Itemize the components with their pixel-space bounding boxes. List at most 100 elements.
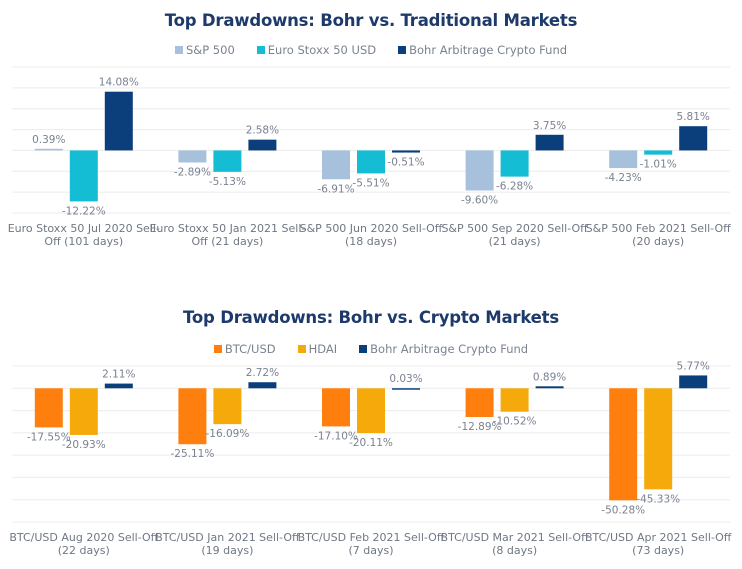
chart-legend: BTC/USD HDAI Bohr Arbitrage Crypto Fund (0, 342, 742, 356)
bar (609, 388, 638, 501)
bar (248, 382, 277, 389)
bar (535, 386, 564, 389)
chart-plot: 0.39% -12.22% 14.08% Euro Stoxx 50 Jul 2020… (8, 66, 731, 248)
bar (322, 150, 350, 180)
bar (213, 388, 242, 425)
bar (178, 150, 207, 163)
bar (34, 148, 63, 151)
bar (69, 150, 98, 202)
legend-swatch (256, 46, 265, 54)
bar (500, 388, 529, 412)
data-label: 5.77% (677, 360, 710, 372)
bar (679, 126, 708, 151)
chart-traditional: Top Drawdowns: Bohr vs. Traditional Mark… (0, 11, 742, 248)
category-label: BTC/USD Aug 2020 Sell-Off (9, 531, 158, 544)
data-label: -4.23% (605, 172, 642, 184)
data-label: -50.28% (601, 504, 645, 516)
chart-title: Top Drawdowns: Bohr vs. Traditional Mark… (164, 11, 578, 30)
category-label: (22 days) (58, 544, 110, 557)
data-label: 0.89% (533, 371, 566, 383)
data-label: 5.81% (677, 111, 710, 123)
data-label: -20.11% (349, 437, 393, 449)
legend-item-hdai: HDAI (297, 342, 338, 356)
bar (104, 91, 133, 151)
data-label: -6.91% (317, 183, 354, 195)
legend-swatch (213, 345, 222, 353)
bar (465, 150, 494, 191)
bar (178, 388, 207, 445)
data-label: -16.09% (205, 428, 249, 440)
data-label: 14.08% (99, 77, 139, 89)
legend-item-sp500: S&P 500 (174, 43, 235, 57)
data-label: -5.13% (209, 176, 246, 188)
category-label: Euro Stoxx 50 Jan 2021 Sell- (149, 222, 305, 235)
bar (535, 134, 564, 151)
data-label: 2.11% (102, 369, 135, 381)
bar (213, 150, 242, 172)
legend-label: Euro Stoxx 50 USD (267, 43, 377, 57)
bar (644, 388, 673, 490)
data-label: 2.58% (246, 125, 279, 137)
data-label: -5.51% (352, 177, 389, 189)
legend-item-eurostoxx: Euro Stoxx 50 USD (256, 43, 377, 57)
data-label: 0.03% (389, 373, 422, 385)
bar (465, 388, 494, 418)
category-label: BTC/USD Mar 2021 Sell-Off (441, 531, 590, 544)
data-label: 3.75% (533, 120, 566, 132)
legend-swatch (174, 46, 183, 54)
category-label: BTC/USD Feb 2021 Sell-Off (298, 531, 445, 544)
legend-swatch (359, 345, 368, 353)
data-label: -9.60% (461, 194, 498, 206)
bar (322, 388, 350, 427)
bar (69, 388, 98, 435)
category-label: (7 days) (348, 544, 393, 557)
bar (248, 139, 277, 151)
category-label: Euro Stoxx 50 Jul 2020 Sell- (8, 222, 160, 235)
legend-label: Bohr Arbitrage Crypto Fund (370, 342, 529, 356)
data-label: -17.55% (27, 431, 71, 443)
category-label: (8 days) (492, 544, 537, 557)
legend-label: HDAI (308, 342, 338, 356)
legend-item-bohr: Bohr Arbitrage Crypto Fund (359, 342, 528, 356)
data-label: -12.89% (458, 421, 502, 433)
data-label: -0.51% (387, 157, 424, 169)
legend-swatch (398, 46, 407, 54)
data-label: -17.10% (314, 430, 358, 442)
data-label: -20.93% (62, 439, 106, 451)
bar (392, 388, 420, 390)
data-label: 0.39% (32, 134, 65, 146)
category-label: Off (21 days) (192, 235, 264, 248)
category-label: (73 days) (632, 544, 684, 557)
category-label: S&P 500 Feb 2021 Sell-Off (586, 222, 731, 235)
category-label: BTC/USD Apr 2021 Sell-Off (585, 531, 732, 544)
data-label: -10.52% (493, 416, 537, 428)
bar (679, 375, 708, 389)
bar (357, 388, 385, 434)
category-label: S&P 500 Jun 2020 Sell-Off (300, 222, 443, 235)
legend-item-bohr: Bohr Arbitrage Crypto Fund (398, 43, 567, 57)
bar (34, 388, 63, 428)
category-label: (21 days) (489, 235, 541, 248)
bar (644, 150, 673, 155)
data-label: -1.01% (640, 159, 677, 171)
bar (357, 150, 385, 174)
legend-item-btcusd: BTC/USD (213, 342, 276, 356)
data-label: -2.89% (174, 166, 211, 178)
data-label: -12.22% (62, 205, 106, 217)
bar (500, 150, 529, 177)
legend-swatch (297, 345, 306, 353)
category-label: (18 days) (345, 235, 397, 248)
category-label: S&P 500 Sep 2020 Sell-Off (441, 222, 588, 235)
bar (609, 150, 638, 169)
legend-label: BTC/USD (224, 342, 276, 356)
category-label: (19 days) (201, 544, 253, 557)
data-label: -6.28% (496, 181, 533, 193)
data-label: 2.72% (246, 367, 279, 379)
data-label: -45.33% (636, 493, 680, 505)
bar (104, 383, 133, 389)
chart-title: Top Drawdowns: Bohr vs. Crypto Markets (183, 308, 559, 327)
category-label: (20 days) (632, 235, 684, 248)
chart-legend: S&P 500 Euro Stoxx 50 USD Bohr Arbitrage… (0, 43, 742, 57)
